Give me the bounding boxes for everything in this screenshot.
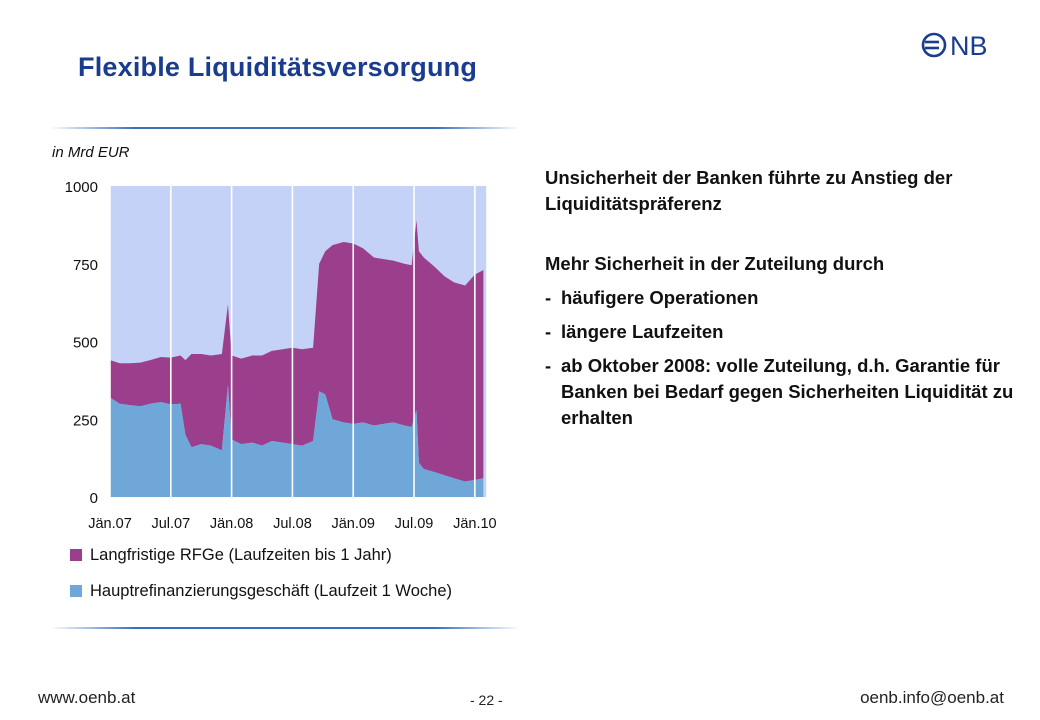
bullet-item: - ab Oktober 2008: volle Zuteilung, d.h.… bbox=[545, 353, 1015, 431]
oenb-logo: NB bbox=[921, 31, 988, 61]
bullet-text: ab Oktober 2008: volle Zuteilung, d.h. G… bbox=[561, 355, 1014, 428]
series-area-main-refinancing bbox=[110, 385, 484, 497]
chart-container: in Mrd EUR 0 250 500 750 1000 Jän.07 Jul.07 Jän… bbox=[40, 130, 530, 625]
paragraph-uncertainty: Unsicherheit der Banken führte zu Anstie… bbox=[545, 167, 953, 214]
x-tick-label: Jän.07 bbox=[88, 516, 132, 532]
svg-text:NB: NB bbox=[950, 31, 988, 61]
y-tick-label: 250 bbox=[73, 412, 98, 429]
x-tick-label: Jul.09 bbox=[395, 516, 434, 532]
x-tick-label: Jän.08 bbox=[210, 516, 254, 532]
legend-label: Hauptrefinanzierungsgeschäft (Laufzeit 1… bbox=[90, 582, 452, 600]
text-panel: Unsicherheit der Banken führte zu Anstie… bbox=[545, 165, 1015, 431]
bullet-text: längere Laufzeiten bbox=[561, 321, 724, 342]
footer-website-link[interactable]: www.oenb.at bbox=[38, 688, 136, 707]
x-tick-label: Jän.10 bbox=[453, 516, 497, 532]
footer-email-link[interactable]: oenb.info@oenb.at bbox=[860, 688, 1004, 707]
top-rule bbox=[50, 127, 520, 129]
y-tick-label: 1000 bbox=[65, 179, 98, 196]
series-area-long-term-rfge bbox=[110, 220, 484, 482]
chart-unit-label: in Mrd EUR bbox=[52, 144, 130, 161]
bullet-item: - längere Laufzeiten bbox=[545, 319, 1015, 345]
bullet-text: häufigere Operationen bbox=[561, 287, 759, 308]
liquidity-chart: in Mrd EUR 0 250 500 750 1000 Jän.07 Jul.07 Jän… bbox=[52, 144, 497, 600]
paragraph-security: Mehr Sicherheit in der Zuteilung durch bbox=[545, 253, 885, 274]
legend-label: Langfristige RFGe (Laufzeiten bis 1 Jahr… bbox=[90, 546, 392, 564]
x-tick-label: Jän.09 bbox=[331, 516, 375, 532]
legend-swatch bbox=[70, 549, 82, 561]
page-title: Flexible Liquiditätsversorgung bbox=[78, 52, 478, 82]
y-tick-label: 500 bbox=[73, 335, 98, 352]
bottom-rule bbox=[50, 627, 520, 629]
bullet-dash: - bbox=[545, 287, 552, 308]
footer-page-number: - 22 - bbox=[470, 692, 503, 708]
x-tick-label: Jul.08 bbox=[273, 516, 312, 532]
y-tick-label: 0 bbox=[90, 490, 98, 507]
bullet-item: - häufigere Operationen bbox=[545, 285, 1015, 311]
bullet-dash: - bbox=[545, 355, 552, 376]
legend-swatch bbox=[70, 585, 82, 597]
y-tick-label: 750 bbox=[73, 257, 98, 274]
bullet-dash: - bbox=[545, 321, 552, 342]
x-tick-label: Jul.07 bbox=[151, 516, 190, 532]
